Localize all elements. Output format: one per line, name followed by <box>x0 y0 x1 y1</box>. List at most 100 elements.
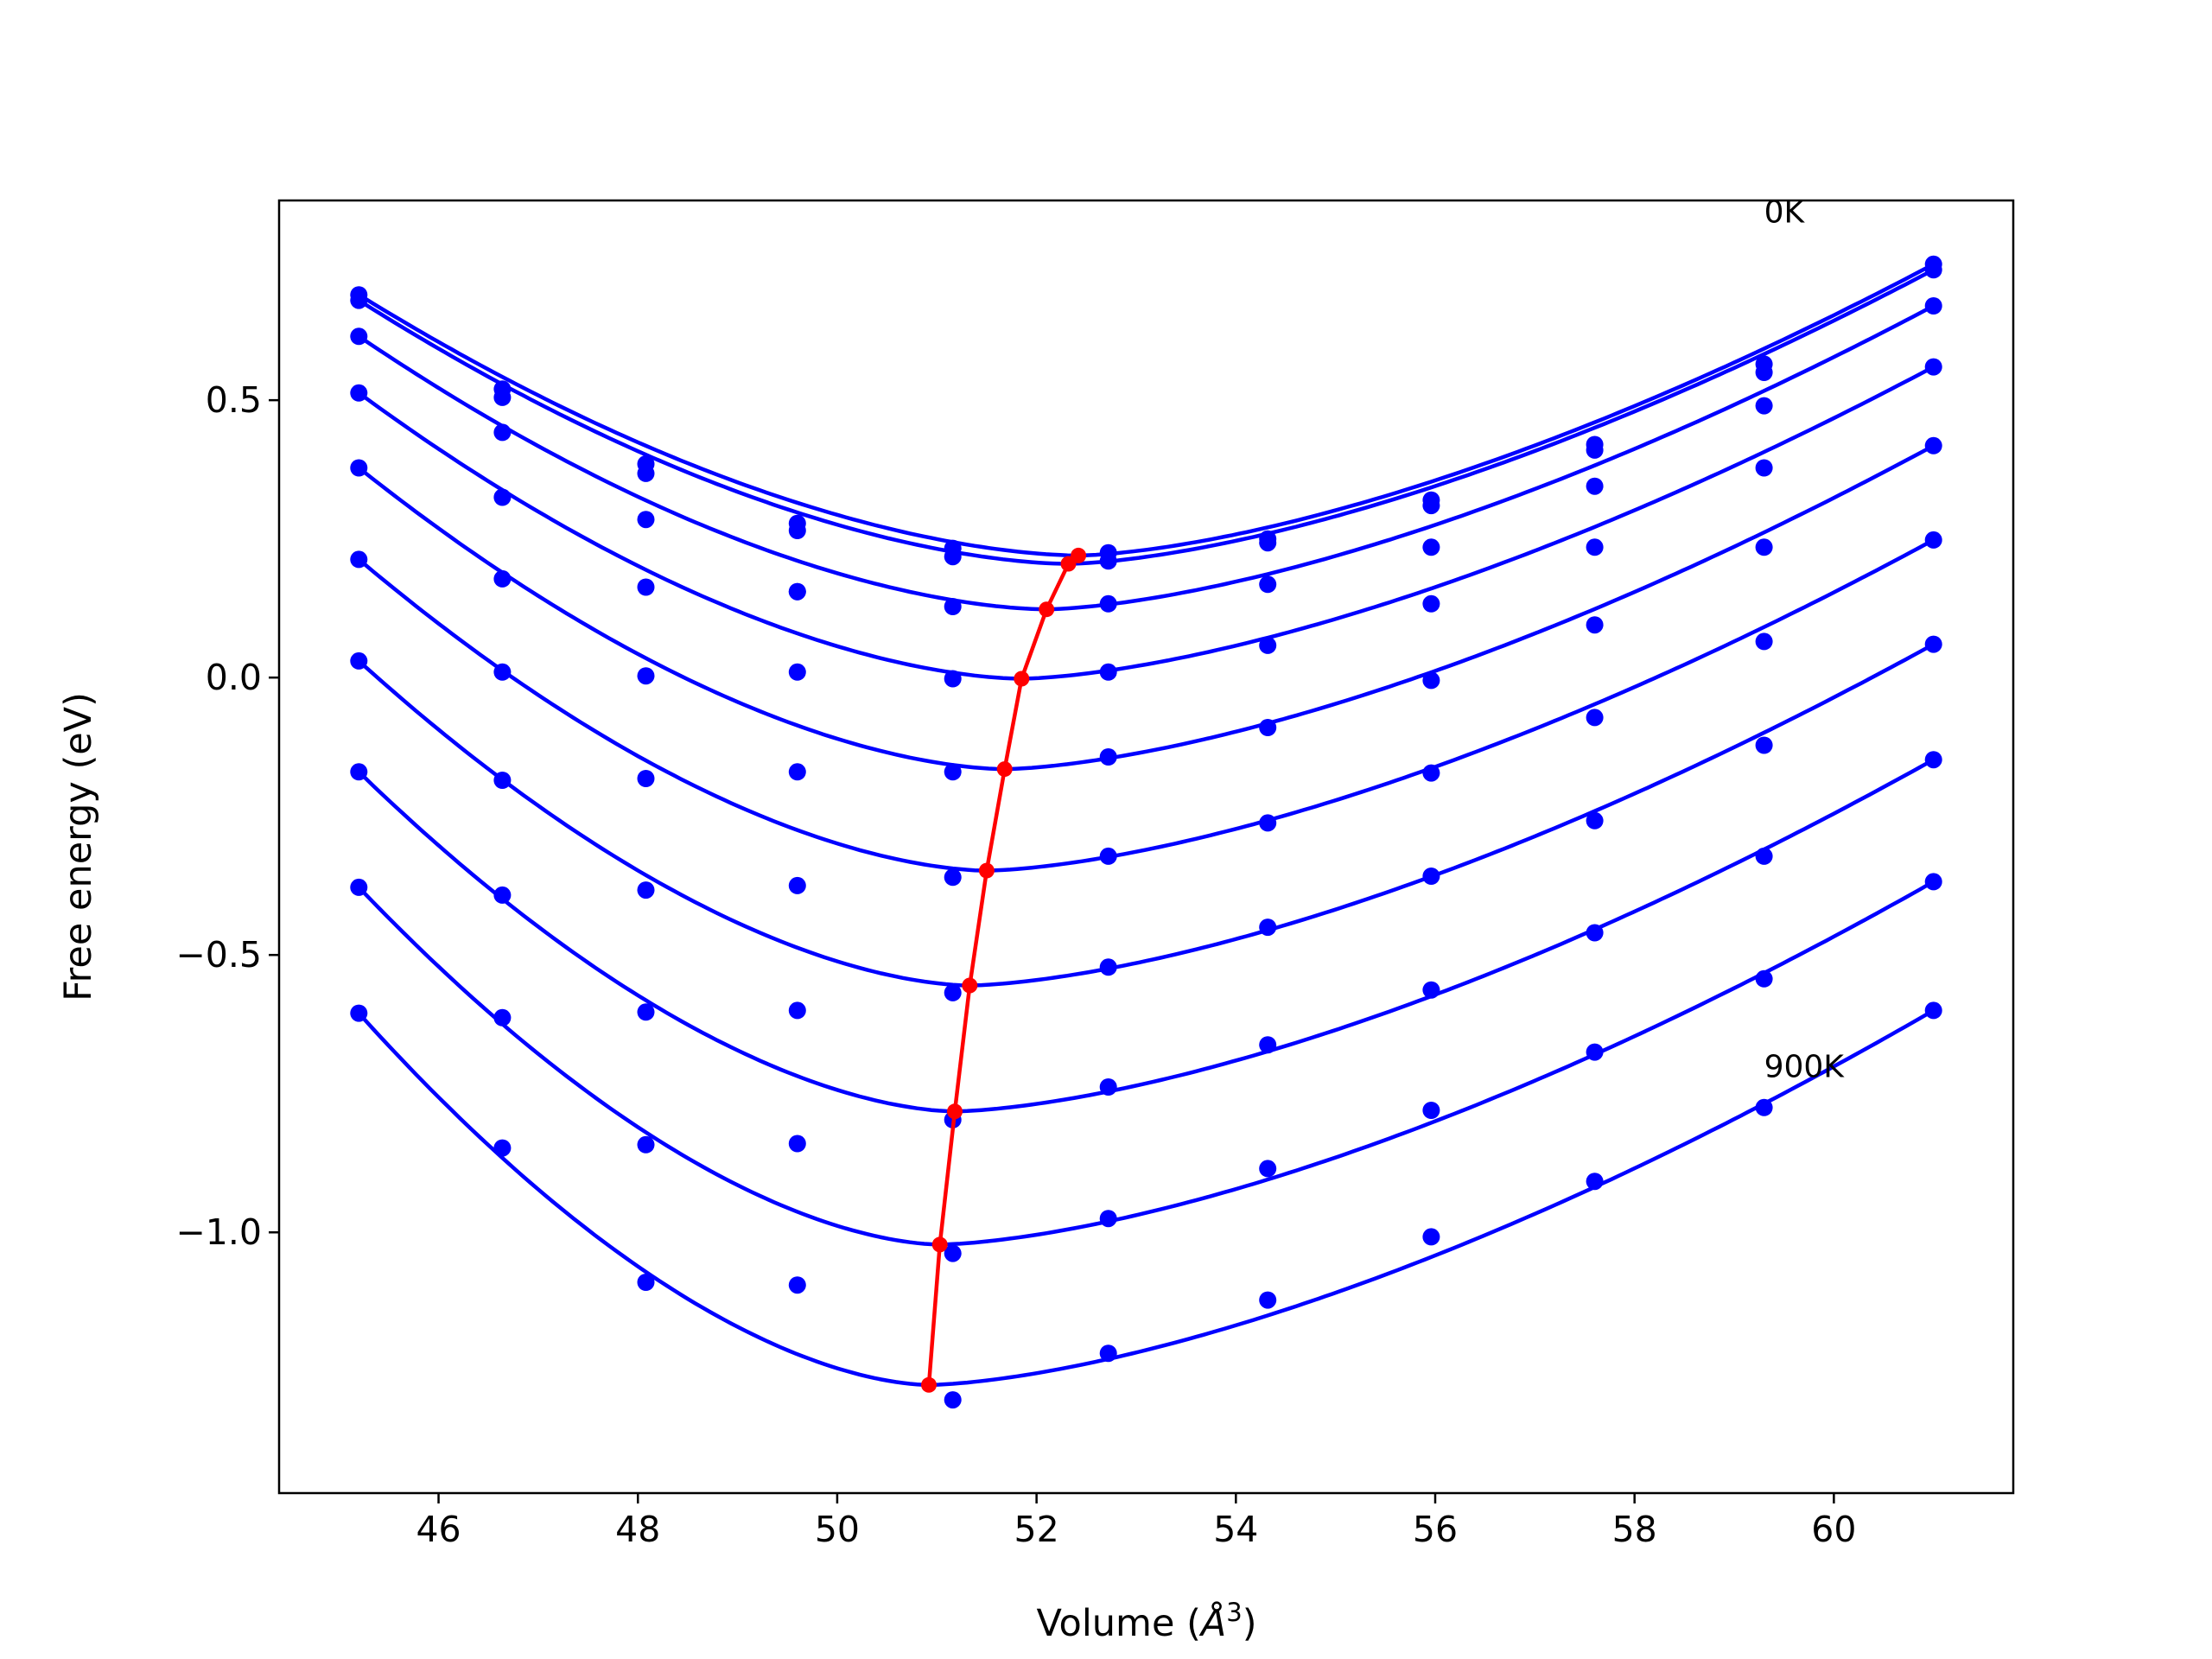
data-point <box>1099 847 1117 865</box>
x-axis-unit: Å <box>1198 1601 1226 1645</box>
minimum-point <box>1060 556 1077 572</box>
x-tick-label: 58 <box>1612 1509 1657 1550</box>
data-point <box>350 327 368 346</box>
data-point <box>1259 575 1277 594</box>
data-point <box>1755 847 1773 865</box>
data-point <box>944 670 962 688</box>
data-point <box>637 1274 655 1291</box>
x-tick-label: 60 <box>1811 1509 1856 1550</box>
data-point <box>788 663 806 681</box>
data-point <box>493 569 512 588</box>
data-point <box>788 1276 806 1294</box>
x-tick-label: 48 <box>615 1509 660 1550</box>
data-point <box>1422 538 1440 556</box>
data-point <box>788 876 806 894</box>
data-point <box>1099 958 1117 976</box>
data-point <box>493 1139 512 1157</box>
fit-curve <box>358 304 1935 612</box>
data-point <box>637 667 655 685</box>
data-point <box>1099 748 1117 766</box>
data-point <box>1586 477 1604 495</box>
data-point <box>1099 1210 1117 1228</box>
fit-curves <box>357 262 1935 1388</box>
fit-curve <box>358 262 1935 558</box>
data-point <box>1924 297 1942 315</box>
data-point <box>1755 969 1773 988</box>
data-point <box>1259 534 1277 552</box>
data-point <box>1924 873 1942 891</box>
fit-curve <box>357 642 1935 988</box>
data-point <box>1422 594 1440 613</box>
minimum-point <box>931 1236 948 1253</box>
data-point <box>1755 538 1773 556</box>
plot-background <box>279 200 2013 1493</box>
data-point <box>1422 671 1440 690</box>
x-tick-label: 52 <box>1014 1509 1059 1550</box>
plot-frame <box>277 199 2015 1495</box>
minimum-point <box>1039 601 1055 618</box>
data-point <box>350 652 368 670</box>
data-point <box>1259 1160 1277 1178</box>
data-point <box>1755 1098 1773 1116</box>
data-point <box>637 881 655 899</box>
data-point <box>1259 1036 1277 1054</box>
data-point <box>1586 616 1604 634</box>
data-point <box>350 459 368 477</box>
data-point <box>637 511 655 529</box>
data-point <box>493 423 512 442</box>
fit-curve <box>357 365 1935 681</box>
minimum-point <box>978 862 995 879</box>
fit-curve <box>357 537 1935 873</box>
data-point <box>350 763 368 781</box>
minimum-point <box>1014 671 1030 687</box>
data-point <box>944 1391 962 1409</box>
x-axis-unit-exponent: 3 <box>1226 1598 1242 1627</box>
data-point <box>1586 811 1604 830</box>
data-point <box>788 1001 806 1020</box>
data-point <box>1099 552 1117 570</box>
y-tick-label: 0.5 <box>206 379 262 421</box>
data-point <box>1099 594 1117 613</box>
data-point <box>1755 397 1773 415</box>
data-point <box>1924 1001 1942 1020</box>
data-point <box>788 582 806 601</box>
y-tick-label: −1.0 <box>175 1211 262 1253</box>
data-point <box>1924 531 1942 549</box>
data-point <box>350 878 368 896</box>
fit-curve <box>357 880 1935 1247</box>
data-point <box>788 1135 806 1153</box>
fit-curve <box>357 443 1935 772</box>
data-point <box>637 770 655 787</box>
data-point <box>1422 1102 1440 1119</box>
data-point <box>493 886 512 904</box>
temperature-annotation: 900K <box>1764 1050 1846 1085</box>
y-tick-label: −0.5 <box>175 934 262 976</box>
x-axis-ticks: 46 48 50 52 54 56 58 60 <box>416 1493 1856 1550</box>
data-point <box>493 488 512 506</box>
minimum-point <box>996 761 1013 778</box>
data-point <box>1586 709 1604 727</box>
data-point <box>1755 459 1773 477</box>
data-point <box>493 1008 512 1027</box>
data-point <box>493 772 512 789</box>
data-point <box>1755 736 1773 754</box>
data-point <box>1755 364 1773 381</box>
data-point <box>1422 764 1440 782</box>
minima-path <box>926 554 1080 1385</box>
data-point <box>1259 636 1277 654</box>
data-point <box>1586 441 1604 459</box>
minimum-point <box>962 977 978 994</box>
data-point <box>1924 261 1942 279</box>
data-point <box>1422 981 1440 999</box>
data-point <box>944 868 962 887</box>
data-point <box>1422 868 1440 885</box>
data-point <box>637 464 655 482</box>
minimum-point <box>947 1103 963 1120</box>
data-point <box>1586 924 1604 942</box>
data-point <box>944 763 962 781</box>
data-point <box>350 550 368 569</box>
data-point <box>1924 358 1942 376</box>
x-tick-label: 56 <box>1413 1509 1458 1550</box>
data-point <box>1924 751 1942 769</box>
